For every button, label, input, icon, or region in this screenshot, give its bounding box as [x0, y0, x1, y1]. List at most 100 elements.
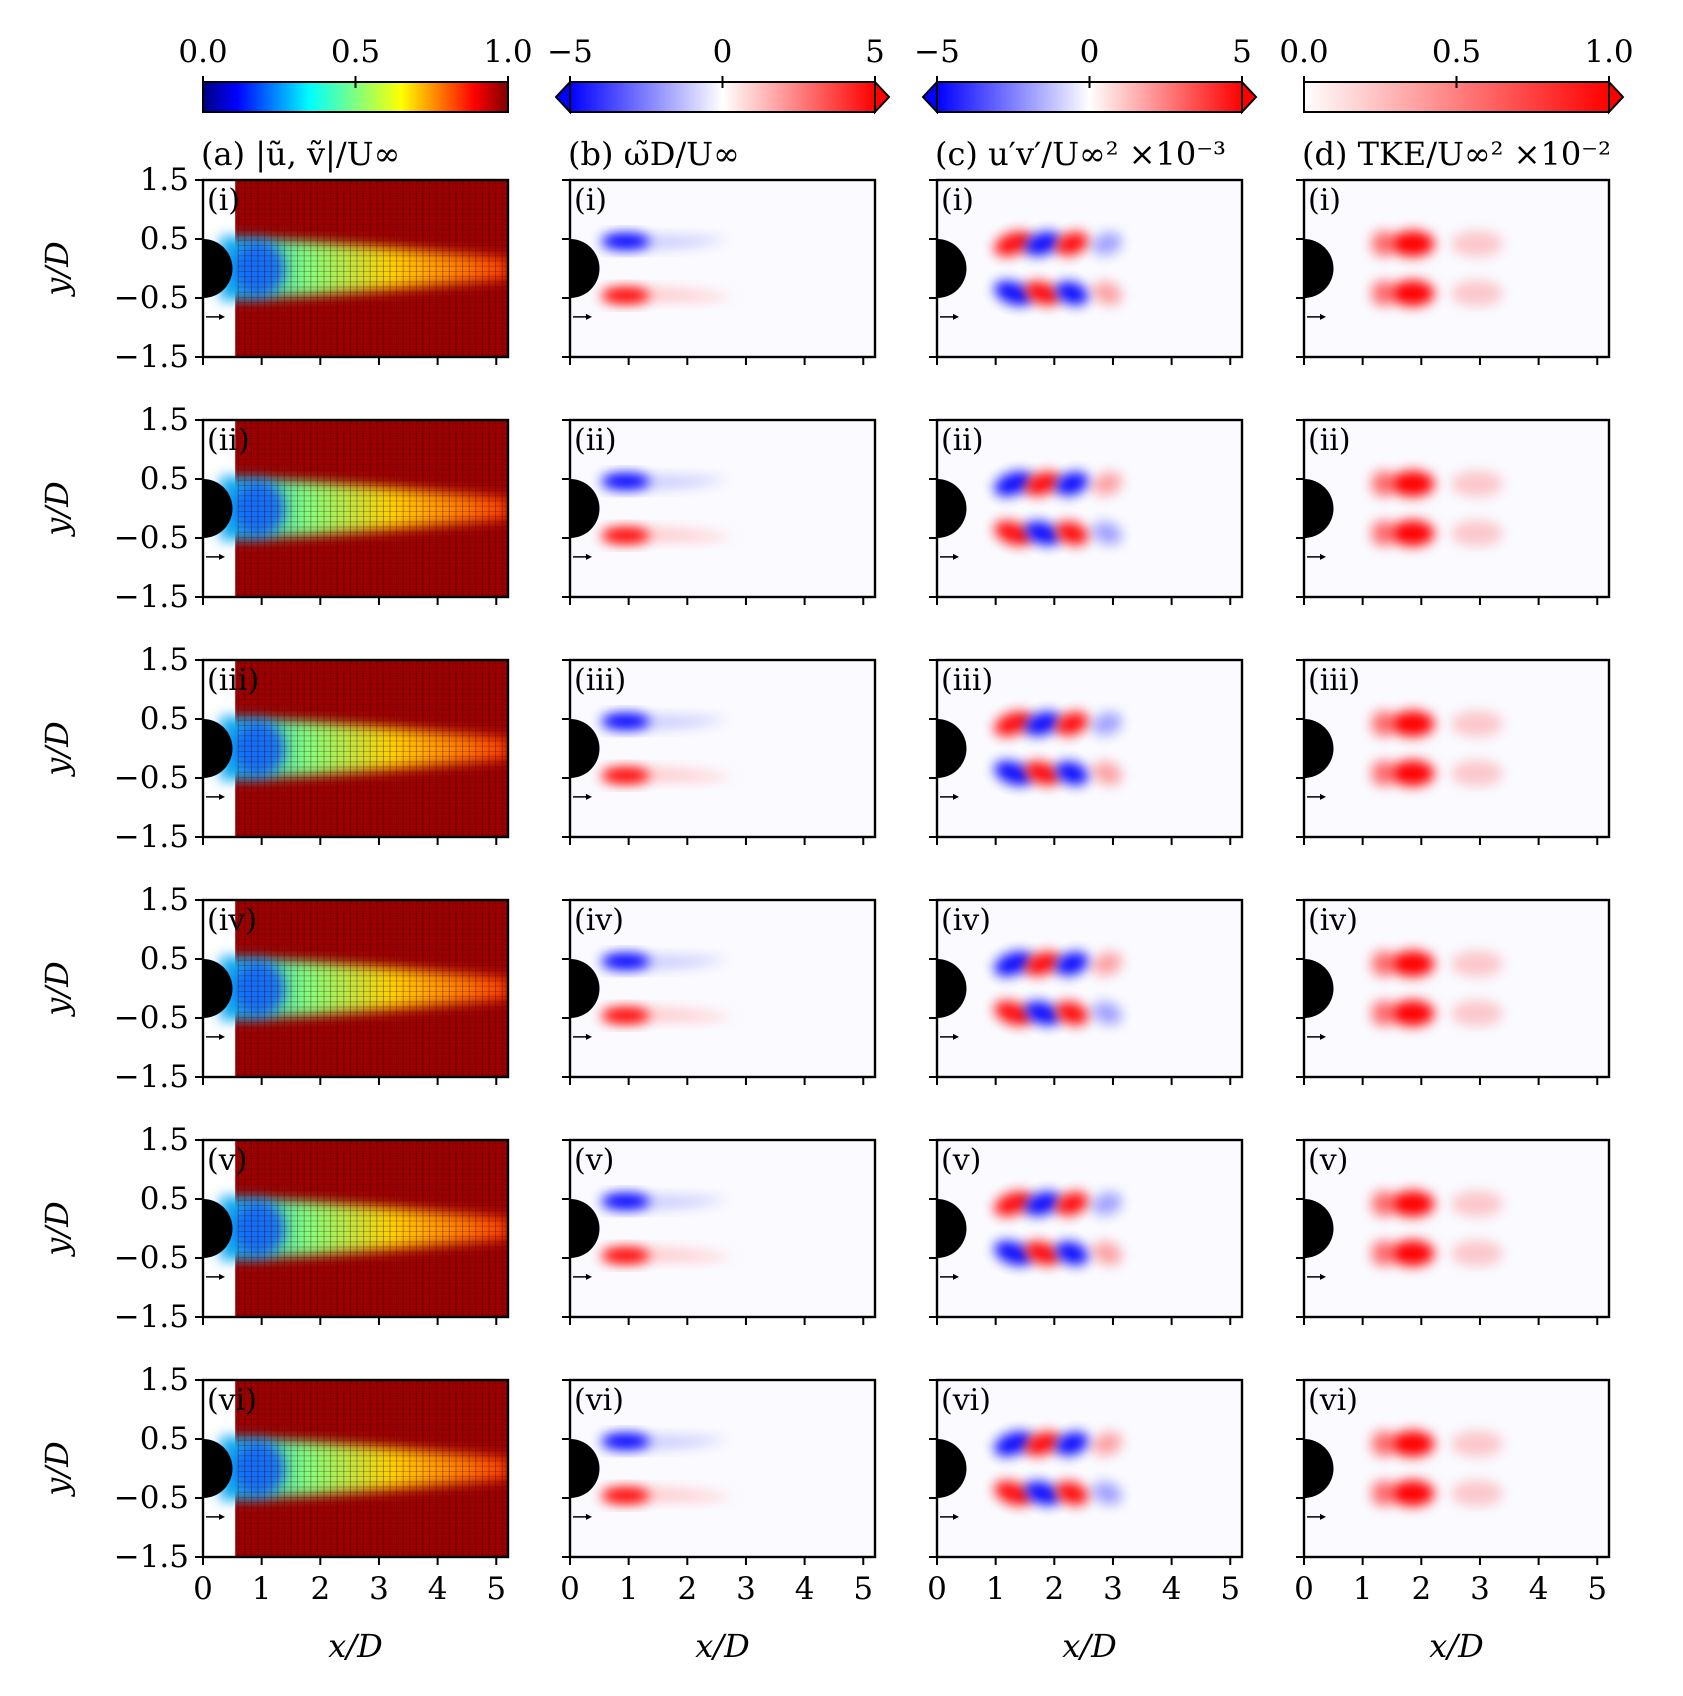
x-tick-label: 1 — [986, 1571, 1006, 1607]
x-tick-label: 2 — [310, 1571, 330, 1607]
x-tick-label: 3 — [1470, 1571, 1490, 1607]
panel-d-i: (i) — [1296, 178, 1611, 365]
flow-arrow-head — [219, 1513, 225, 1520]
panel-field — [1304, 660, 1609, 837]
tke-blob-top — [1371, 230, 1396, 257]
panel-b-i: (i) — [562, 178, 877, 365]
flow-arrow-head — [219, 1273, 225, 1280]
row-label: (ii) — [1308, 423, 1351, 458]
stress-blob-bottom — [1055, 281, 1089, 306]
flow-arrow-head — [1320, 1033, 1326, 1040]
stress-blob-bottom — [994, 1000, 1033, 1026]
stress-blob-bottom — [1055, 521, 1089, 546]
y-tick-label: −1.5 — [114, 819, 189, 855]
stress-blob-bottom — [994, 760, 1033, 786]
panel-frame — [568, 1138, 877, 1319]
colorbar-b: −5 0 5 — [547, 34, 891, 115]
stress-blob-bottom — [1024, 1481, 1061, 1506]
y-tick-label: −0.5 — [114, 280, 189, 316]
flow-arrow-head — [1320, 553, 1326, 560]
panel-b-vi: (vi) 0 1 2 3 4 5 x/D — [560, 1378, 877, 1665]
cylinder — [570, 479, 600, 538]
stress-blob-top — [994, 1431, 1033, 1457]
panel-frame — [201, 178, 510, 359]
colorbar-c-tick-label: 0 — [1080, 34, 1100, 70]
row-label: (ii) — [207, 423, 250, 458]
cylinder — [203, 479, 233, 538]
vorticity-peak-negative — [601, 713, 650, 730]
y-axis-label: y/D — [38, 481, 76, 538]
field-background — [570, 660, 875, 837]
row-label: (v) — [574, 1143, 614, 1178]
tke-blob-bottom — [1390, 1000, 1435, 1027]
stress-blob-top — [1055, 471, 1089, 496]
colorbar-c-tick-label: 5 — [1232, 34, 1252, 70]
panel-d-iii: (iii) — [1296, 658, 1611, 845]
field-background — [937, 1140, 1242, 1317]
field-background — [1304, 1380, 1609, 1557]
panel-field — [220, 420, 508, 597]
row-label: (i) — [207, 183, 240, 218]
tke-blob-top — [1451, 1430, 1504, 1457]
x-tick-label: 0 — [560, 1571, 580, 1607]
flow-arrow-head — [586, 1513, 592, 1520]
colorbar-c-min-arrow — [921, 79, 938, 115]
wake-region — [220, 236, 508, 301]
row-label: (vi) — [941, 1383, 991, 1418]
flow-arrow-head — [219, 553, 225, 560]
tke-blob-bottom — [1390, 520, 1435, 547]
tke-blob-top — [1390, 1430, 1435, 1457]
colorbar-a-tick-label: 1.0 — [483, 34, 532, 70]
row-label: (iii) — [207, 663, 259, 698]
cylinder — [203, 239, 233, 298]
x-tick-label: 4 — [1162, 1571, 1182, 1607]
panel-field — [1304, 420, 1609, 597]
panel-frame — [935, 1138, 1244, 1319]
panel-frame — [935, 658, 1244, 839]
column-title-d: (d) TKE/U∞² ×10⁻² — [1302, 135, 1611, 173]
x-axis-label: x/D — [1062, 1627, 1116, 1665]
stress-blob-bottom — [1092, 1001, 1123, 1025]
flow-arrow-head — [219, 313, 225, 320]
flow-arrow-head — [219, 1033, 225, 1040]
cylinder — [937, 1439, 967, 1498]
stress-blob-bottom — [994, 520, 1033, 546]
row-label: (iii) — [574, 663, 626, 698]
tke-blob-top — [1451, 230, 1504, 257]
panel-frame — [935, 898, 1244, 1079]
cylinder — [570, 239, 600, 298]
stress-blob-bottom — [1092, 281, 1123, 305]
tke-blob-top — [1390, 1190, 1435, 1217]
flow-arrow-head — [953, 793, 959, 800]
colorbar-b-min-arrow — [554, 79, 571, 115]
stress-blob-top — [1092, 952, 1123, 976]
colorbar-d-tick-label: 1.0 — [1584, 34, 1633, 70]
recirculation-region — [232, 240, 285, 297]
x-tick-label: 5 — [1220, 1571, 1240, 1607]
row-label: (iii) — [941, 663, 993, 698]
tke-blob-top — [1451, 470, 1504, 497]
tke-blob-top — [1451, 710, 1504, 737]
stress-blob-top — [994, 711, 1033, 737]
panel-field — [570, 420, 875, 597]
stress-blob-top — [1024, 471, 1061, 496]
panel-b-iii: (iii) — [562, 658, 877, 845]
colorbar-d-tick-label: 0.0 — [1279, 34, 1328, 70]
panel-frame — [201, 418, 510, 599]
panel-frame — [1302, 898, 1611, 1079]
flow-arrow-head — [1320, 1273, 1326, 1280]
field-background — [937, 660, 1242, 837]
stress-blob-bottom — [1024, 281, 1061, 306]
colorbar-c-max-arrow — [1241, 79, 1258, 115]
y-axis-label: y/D — [38, 1441, 76, 1498]
recirculation-region — [232, 960, 285, 1017]
flow-arrow-head — [953, 553, 959, 560]
field-background — [1304, 420, 1609, 597]
tke-blob-bottom — [1451, 520, 1504, 547]
panel-field — [220, 900, 508, 1077]
panel-b-iv: (iv) — [562, 898, 877, 1085]
panel-field — [570, 660, 875, 837]
y-tick-label: −0.5 — [114, 1240, 189, 1276]
panel-field — [1304, 1380, 1609, 1557]
row-label: (iv) — [1308, 903, 1358, 938]
